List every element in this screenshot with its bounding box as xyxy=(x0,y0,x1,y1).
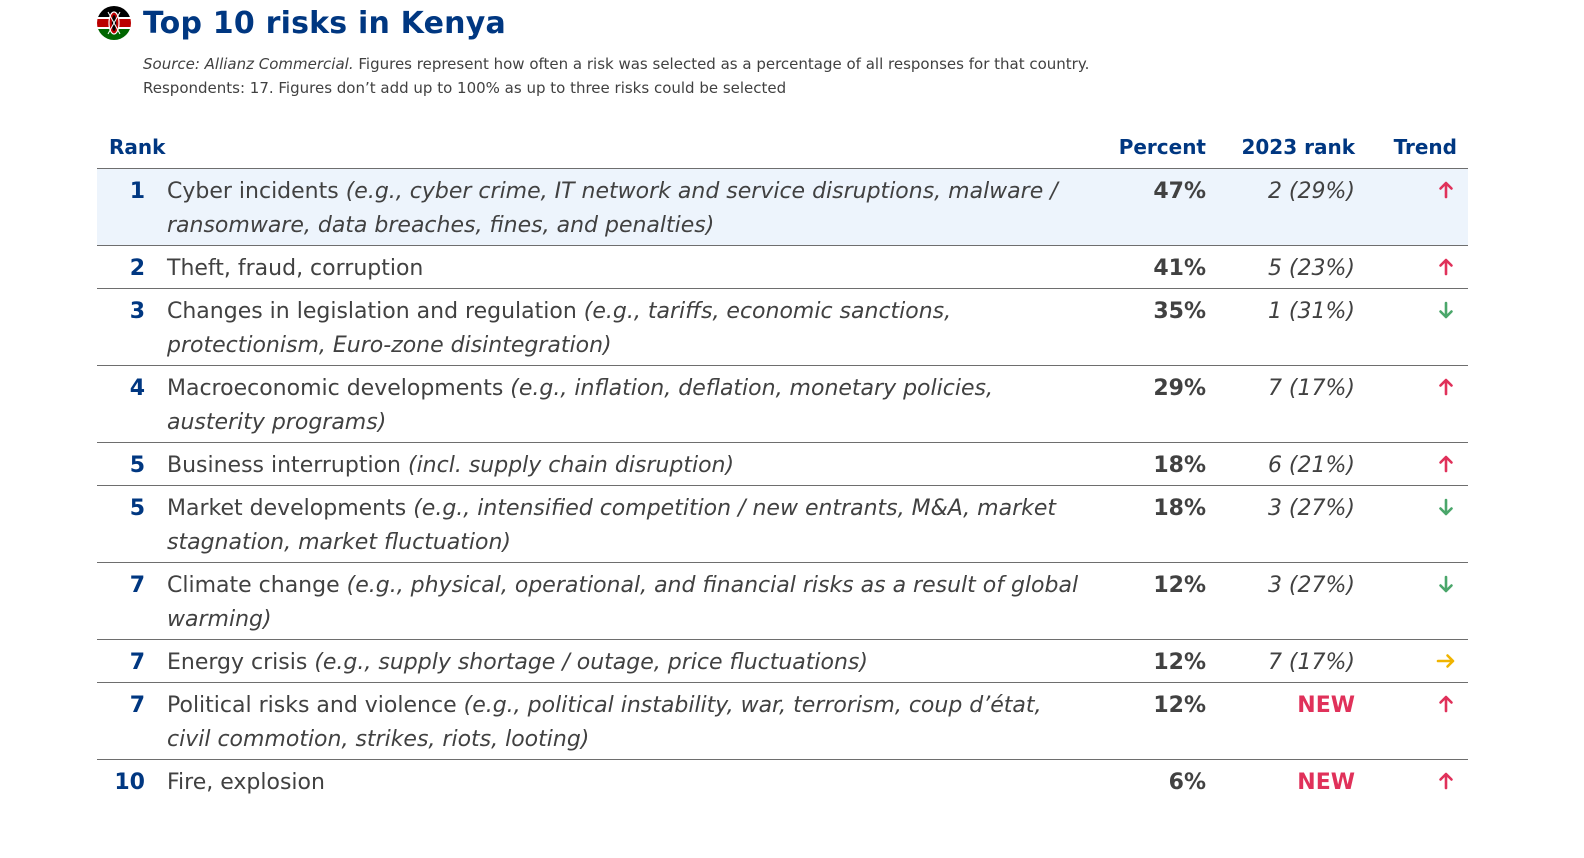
row-rank: 10 xyxy=(114,770,145,795)
table-row: 5 Market developments (e.g., intensified … xyxy=(97,486,1468,563)
row-2023-rank: 1 (31%) xyxy=(1267,299,1355,324)
risk-examples: (e.g., cyber crime, IT network and servi… xyxy=(167,179,1058,238)
risk-name: Macroeconomic developments xyxy=(167,376,504,401)
table-row: 2 Theft, fraud, corruption 41% 5 (23%) xyxy=(97,246,1468,289)
title-row: Top 10 risks in Kenya xyxy=(97,4,1497,42)
row-rank: 7 xyxy=(129,693,145,718)
risk-examples: (e.g., intensified competition / new ent… xyxy=(167,496,1057,555)
arrow-up-icon xyxy=(1436,177,1456,203)
page-header: Top 10 risks in Kenya Source: Allianz Co… xyxy=(97,4,1497,100)
source-text-1: Figures represent how often a risk was s… xyxy=(358,55,1090,73)
table-row: 4 Macroeconomic developments (e.g., infla… xyxy=(97,366,1468,443)
row-rank: 1 xyxy=(129,179,145,204)
arrow-up-icon xyxy=(1436,254,1456,280)
row-risk-description: Market developments (e.g., intensified c… xyxy=(167,492,1087,560)
row-percent: 35% xyxy=(1153,299,1206,324)
table-row: 7 Energy crisis (e.g., supply shortage / … xyxy=(97,640,1468,683)
row-risk-description: Fire, explosion xyxy=(167,766,1087,800)
arrow-right-icon xyxy=(1436,648,1456,674)
risk-examples: (e.g., supply shortage / outage, price f… xyxy=(314,650,868,675)
risk-examples: (e.g., inflation, deflation, monetary po… xyxy=(167,376,993,435)
risk-name: Market developments xyxy=(167,496,407,521)
row-2023-rank: 3 (27%) xyxy=(1267,496,1355,521)
risk-name: Climate change xyxy=(167,573,340,598)
risk-examples: (e.g., political instability, war, terro… xyxy=(167,693,1042,752)
row-risk-description: Macroeconomic developments (e.g., inflat… xyxy=(167,372,1087,440)
risk-name: Fire, explosion xyxy=(167,770,325,795)
row-percent: 12% xyxy=(1153,573,1206,598)
source-label: Source: Allianz Commercial. xyxy=(143,55,354,73)
arrow-up-icon xyxy=(1436,691,1456,717)
new-badge: NEW xyxy=(1297,770,1355,795)
row-risk-description: Energy crisis (e.g., supply shortage / o… xyxy=(167,646,1087,680)
row-2023-rank: 5 (23%) xyxy=(1267,256,1355,281)
arrow-down-icon xyxy=(1436,571,1456,597)
row-2023-rank: 7 (17%) xyxy=(1267,650,1355,675)
table-header: Rank Percent 2023 rank Trend xyxy=(97,130,1468,169)
arrow-up-icon xyxy=(1436,768,1456,794)
risk-name: Cyber incidents xyxy=(167,179,339,204)
risk-name: Theft, fraud, corruption xyxy=(167,256,424,281)
table-row: 7 Political risks and violence (e.g., pol… xyxy=(97,683,1468,760)
row-risk-description: Theft, fraud, corruption xyxy=(167,252,1087,286)
table-body: 1 Cyber incidents (e.g., cyber crime, IT … xyxy=(97,169,1468,802)
risk-name: Energy crisis xyxy=(167,650,308,675)
row-rank: 7 xyxy=(129,573,145,598)
table-row: 3 Changes in legislation and regulation (… xyxy=(97,289,1468,366)
row-rank: 4 xyxy=(129,376,145,401)
arrow-down-icon xyxy=(1436,297,1456,323)
row-2023-rank: 3 (27%) xyxy=(1267,573,1355,598)
row-percent: 18% xyxy=(1153,496,1206,521)
risk-examples: (e.g., tariffs, economic sanctions, prot… xyxy=(167,299,952,358)
row-2023-rank: 7 (17%) xyxy=(1267,376,1355,401)
column-header-trend: Trend xyxy=(1393,135,1457,159)
row-risk-description: Business interruption (incl. supply chai… xyxy=(167,449,1087,483)
risk-table: Rank Percent 2023 rank Trend 1 Cyber inci… xyxy=(97,130,1468,802)
table-row: 5 Business interruption (incl. supply cha… xyxy=(97,443,1468,486)
risk-name: Business interruption xyxy=(167,453,401,478)
table-row: 1 Cyber incidents (e.g., cyber crime, IT … xyxy=(97,169,1468,246)
row-percent: 29% xyxy=(1153,376,1206,401)
row-2023-rank: 2 (29%) xyxy=(1267,179,1355,204)
column-header-rank: Rank xyxy=(109,135,166,159)
row-percent: 6% xyxy=(1168,770,1206,795)
arrow-up-icon xyxy=(1436,451,1456,477)
new-badge: NEW xyxy=(1297,693,1355,718)
row-risk-description: Political risks and violence (e.g., poli… xyxy=(167,689,1087,757)
row-rank: 2 xyxy=(129,256,145,281)
row-percent: 18% xyxy=(1153,453,1206,478)
arrow-up-icon xyxy=(1436,374,1456,400)
table-row: 10 Fire, explosion 6% NEW xyxy=(97,760,1468,802)
source-line-1: Source: Allianz Commercial. Figures repr… xyxy=(143,52,1497,76)
risk-name: Changes in legislation and regulation xyxy=(167,299,577,324)
source-line-2: Respondents: 17. Figures don’t add up to… xyxy=(143,79,787,97)
row-rank: 3 xyxy=(129,299,145,324)
arrow-down-icon xyxy=(1436,494,1456,520)
source-note: Source: Allianz Commercial. Figures repr… xyxy=(143,52,1497,100)
risk-examples: (incl. supply chain disruption) xyxy=(407,453,735,478)
row-percent: 41% xyxy=(1153,256,1206,281)
row-2023-rank: 6 (21%) xyxy=(1267,453,1355,478)
row-rank: 7 xyxy=(129,650,145,675)
row-percent: 47% xyxy=(1153,179,1206,204)
kenya-flag-icon xyxy=(97,6,131,40)
row-rank: 5 xyxy=(129,453,145,478)
page-title: Top 10 risks in Kenya xyxy=(143,5,506,41)
row-percent: 12% xyxy=(1153,650,1206,675)
row-risk-description: Cyber incidents (e.g., cyber crime, IT n… xyxy=(167,175,1087,243)
risk-examples: (e.g., physical, operational, and financ… xyxy=(167,573,1079,632)
column-header-2023-rank: 2023 rank xyxy=(1241,135,1355,159)
row-percent: 12% xyxy=(1153,693,1206,718)
row-risk-description: Climate change (e.g., physical, operatio… xyxy=(167,569,1087,637)
column-header-percent: Percent xyxy=(1118,135,1206,159)
row-rank: 5 xyxy=(129,496,145,521)
risk-name: Political risks and violence xyxy=(167,693,457,718)
row-risk-description: Changes in legislation and regulation (e… xyxy=(167,295,1087,363)
table-row: 7 Climate change (e.g., physical, operati… xyxy=(97,563,1468,640)
